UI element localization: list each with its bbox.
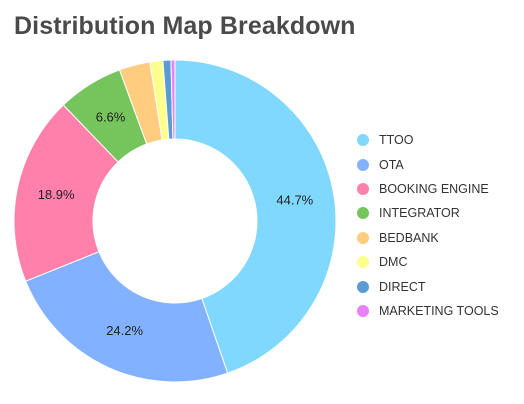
- slice-booking-engine[interactable]: [13, 104, 119, 282]
- legend-item[interactable]: TTOO: [357, 128, 499, 152]
- slice-label: 44.7%: [276, 192, 313, 207]
- legend-swatch: [357, 304, 369, 317]
- legend-label: DMC: [379, 255, 408, 270]
- legend-swatch: [357, 158, 369, 171]
- legend-item[interactable]: DMC: [357, 250, 499, 274]
- legend-label: OTA: [379, 157, 404, 172]
- chart-title: Distribution Map Breakdown: [14, 12, 356, 40]
- slice-ota[interactable]: [25, 251, 229, 383]
- slice-label: 18.9%: [38, 187, 75, 202]
- slice-label: 6.6%: [96, 109, 126, 124]
- legend-item[interactable]: OTA: [357, 152, 499, 176]
- legend-swatch: [357, 134, 369, 147]
- legend-swatch: [357, 207, 369, 220]
- legend-swatch: [357, 231, 369, 244]
- legend-item[interactable]: MARKETING TOOLS: [357, 299, 499, 323]
- legend-swatch: [357, 280, 369, 293]
- legend-item[interactable]: BEDBANK: [357, 226, 499, 250]
- chart-legend: TTOO OTA BOOKING ENGINE INTEGRATOR BEDBANK DM…: [357, 128, 499, 323]
- slice-label: 24.2%: [106, 323, 143, 338]
- legend-label: TTOO: [379, 133, 414, 148]
- slice-ttoo[interactable]: [174, 59, 337, 374]
- legend-label: INTEGRATOR: [379, 206, 460, 221]
- legend-swatch: [357, 256, 369, 269]
- legend-swatch: [357, 182, 369, 195]
- legend-label: BOOKING ENGINE: [379, 181, 489, 196]
- slice-marketing-tools[interactable]: [170, 59, 176, 140]
- legend-item[interactable]: INTEGRATOR: [357, 201, 499, 225]
- legend-item[interactable]: BOOKING ENGINE: [357, 177, 499, 201]
- legend-label: DIRECT: [379, 279, 426, 294]
- legend-label: MARKETING TOOLS: [379, 303, 499, 318]
- legend-item[interactable]: DIRECT: [357, 274, 499, 298]
- legend-label: BEDBANK: [379, 230, 439, 245]
